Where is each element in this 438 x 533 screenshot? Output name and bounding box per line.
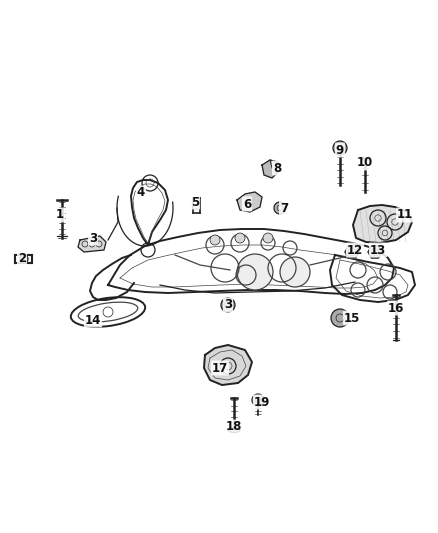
- Text: 8: 8: [273, 161, 281, 174]
- Circle shape: [274, 202, 286, 214]
- Text: 7: 7: [280, 201, 288, 214]
- Text: 3: 3: [89, 231, 97, 245]
- Circle shape: [20, 255, 28, 263]
- Polygon shape: [204, 345, 252, 385]
- Circle shape: [333, 141, 347, 155]
- Text: 19: 19: [254, 395, 270, 408]
- Text: 2: 2: [18, 252, 26, 264]
- Polygon shape: [262, 160, 280, 178]
- Ellipse shape: [228, 427, 240, 432]
- Circle shape: [252, 394, 264, 406]
- Circle shape: [280, 257, 310, 287]
- Circle shape: [235, 233, 245, 243]
- Text: 1: 1: [56, 208, 64, 222]
- Polygon shape: [353, 205, 412, 243]
- Text: 12: 12: [347, 244, 363, 256]
- Text: 16: 16: [388, 302, 404, 314]
- Circle shape: [210, 235, 220, 245]
- Text: 17: 17: [212, 361, 228, 375]
- Circle shape: [221, 298, 235, 312]
- Polygon shape: [345, 246, 359, 258]
- Text: 6: 6: [243, 198, 251, 211]
- Text: 14: 14: [85, 313, 101, 327]
- Text: 11: 11: [397, 208, 413, 222]
- Circle shape: [237, 254, 273, 290]
- Text: 9: 9: [336, 143, 344, 157]
- Circle shape: [263, 233, 273, 243]
- Circle shape: [331, 309, 349, 327]
- Polygon shape: [368, 246, 382, 258]
- Text: 10: 10: [357, 157, 373, 169]
- Text: 5: 5: [191, 196, 199, 208]
- Polygon shape: [237, 192, 262, 212]
- Text: 4: 4: [137, 187, 145, 199]
- Text: 3: 3: [224, 298, 232, 311]
- Text: 18: 18: [226, 421, 242, 433]
- Polygon shape: [78, 236, 106, 252]
- Text: 13: 13: [370, 244, 386, 256]
- Text: 15: 15: [344, 311, 360, 325]
